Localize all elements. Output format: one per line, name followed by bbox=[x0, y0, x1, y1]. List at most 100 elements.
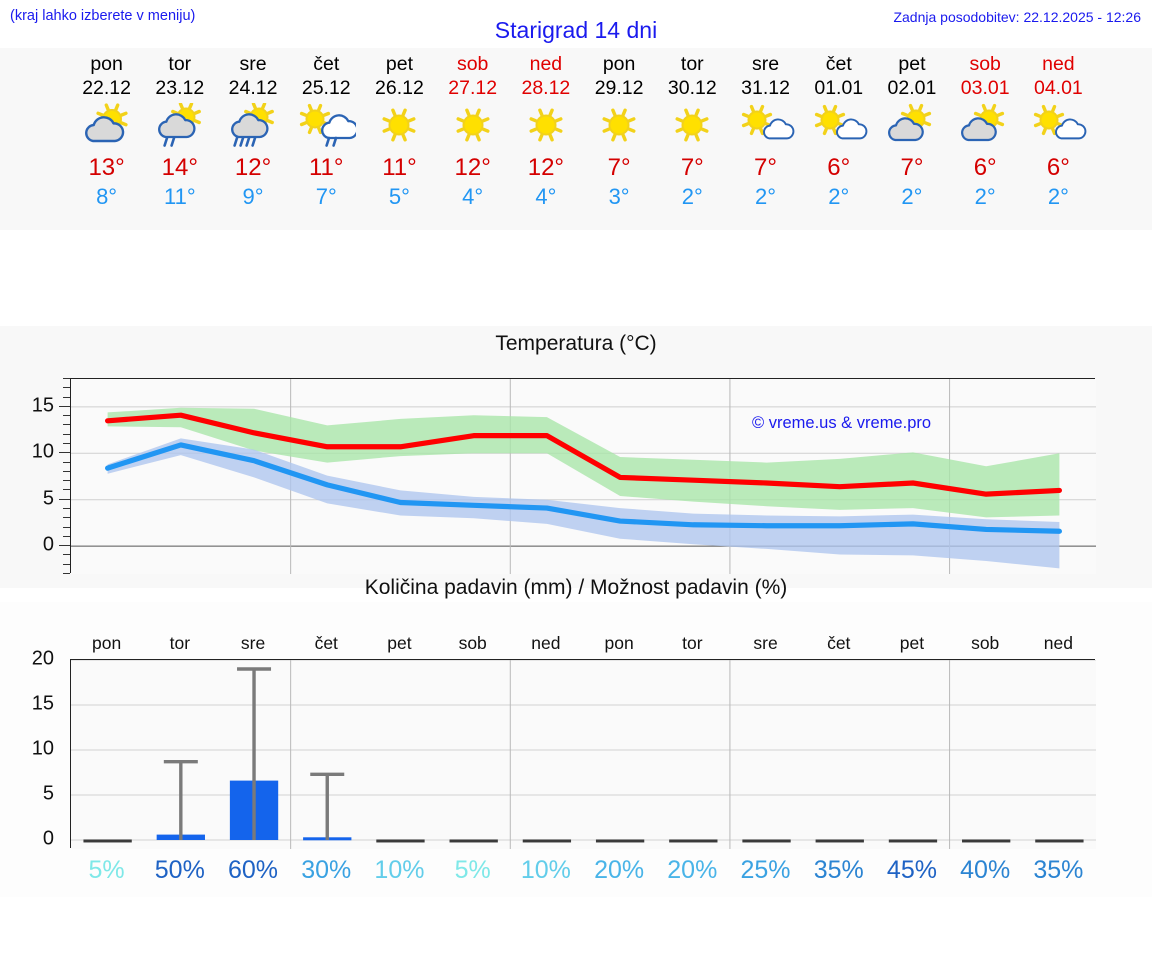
min-temperature: 9° bbox=[242, 184, 264, 209]
day-column[interactable]: ned 28.12 12° 4° bbox=[507, 48, 585, 211]
day-of-week: pet bbox=[898, 53, 926, 75]
precipitation-chart-panel: Količina padavin (mm) / Možnost padavin … bbox=[0, 576, 1152, 897]
axis-tick bbox=[63, 573, 70, 574]
page-header: (kraj lahko izberete v meniju) Starigrad… bbox=[0, 0, 1152, 48]
max-temperature: 7° bbox=[607, 154, 631, 181]
panel-divider bbox=[0, 588, 1152, 602]
axis-tick bbox=[63, 443, 70, 444]
min-temperature: 2° bbox=[755, 184, 777, 209]
axis-tick bbox=[63, 378, 70, 379]
max-temperature: 6° bbox=[827, 154, 851, 181]
day-column[interactable]: tor 30.12 7° 2° bbox=[653, 48, 731, 211]
day-column[interactable]: pet 02.01 7° 2° bbox=[873, 48, 951, 211]
day-date: 22.12 bbox=[82, 77, 131, 99]
day-column[interactable]: pon 22.12 13° 8° bbox=[68, 48, 146, 211]
precipitation-probability: 10% bbox=[374, 856, 425, 884]
spacer-region bbox=[0, 230, 1152, 326]
day-column[interactable]: tor 23.12 14° 11° bbox=[141, 48, 219, 211]
day-date: 25.12 bbox=[301, 77, 351, 99]
precipitation-day-label: tor bbox=[682, 633, 703, 653]
max-temperature: 13° bbox=[88, 154, 125, 181]
min-temperature: 4° bbox=[462, 184, 484, 209]
axis-tick bbox=[59, 498, 70, 500]
axis-tick bbox=[59, 405, 70, 407]
day-of-week: čet bbox=[313, 53, 340, 75]
precipitation-y-tick: 20 bbox=[31, 647, 54, 670]
day-date: 29.12 bbox=[594, 77, 644, 99]
axis-tick bbox=[63, 508, 70, 509]
sun-behind-cloud-icon bbox=[68, 103, 146, 151]
precipitation-y-tick: 15 bbox=[31, 692, 54, 715]
precipitation-day-label: sre bbox=[240, 633, 266, 653]
sun-small-cloud-icon bbox=[1019, 103, 1097, 151]
day-date: 02.01 bbox=[887, 77, 937, 99]
day-column[interactable]: pon 29.12 7° 3° bbox=[580, 48, 658, 211]
day-column[interactable]: sre 24.12 12° 9° bbox=[214, 48, 292, 211]
max-temperature: 14° bbox=[161, 154, 198, 181]
day-column[interactable]: pet 26.12 11° 5° bbox=[360, 48, 438, 211]
menu-hint: (kraj lahko izberete v meniju) bbox=[10, 8, 196, 24]
day-column[interactable]: čet 01.01 6° 2° bbox=[800, 48, 878, 211]
precipitation-plot-area bbox=[70, 659, 1096, 849]
min-temperature: 2° bbox=[828, 184, 850, 209]
day-date: 01.01 bbox=[814, 77, 864, 99]
axis-tick bbox=[63, 526, 70, 528]
day-of-week: sre bbox=[751, 53, 780, 75]
day-of-week: tor bbox=[168, 53, 192, 75]
copyright-label: © vreme.us & vreme.pro bbox=[752, 414, 932, 432]
axis-tick bbox=[63, 554, 70, 556]
sun-cloud-rain-icon bbox=[287, 103, 365, 151]
sun-small-cloud-icon bbox=[800, 103, 878, 151]
min-temperature: 2° bbox=[1047, 184, 1069, 209]
last-updated: Zadnja posodobitev: 22.12.2025 - 12:26 bbox=[893, 9, 1141, 25]
precipitation-day-label: pet bbox=[899, 633, 925, 653]
precipitation-probability: 5% bbox=[88, 856, 125, 884]
precipitation-probability: 40% bbox=[960, 856, 1011, 884]
precipitation-day-label: ned bbox=[531, 633, 561, 653]
precipitation-probability: 30% bbox=[301, 856, 352, 884]
max-temperature: 7° bbox=[680, 154, 704, 181]
temperature-y-tick: 5 bbox=[42, 487, 54, 510]
axis-tick bbox=[63, 517, 70, 519]
day-date: 24.12 bbox=[228, 77, 278, 99]
day-of-week: pet bbox=[385, 53, 413, 75]
sun-icon bbox=[507, 103, 585, 151]
max-temperature: 12° bbox=[234, 154, 272, 181]
day-column[interactable]: ned 04.01 6° 2° bbox=[1019, 48, 1097, 211]
min-temperature: 8° bbox=[96, 184, 118, 209]
max-temperature: 6° bbox=[1046, 154, 1070, 181]
min-temperature: 5° bbox=[388, 184, 410, 209]
precipitation-probability: 35% bbox=[1033, 856, 1084, 884]
sun-behind-cloud-heavy-rain-icon bbox=[214, 103, 292, 151]
axis-tick bbox=[63, 470, 70, 472]
day-column[interactable]: sre 31.12 7° 2° bbox=[727, 48, 805, 211]
axis-tick bbox=[63, 396, 70, 398]
max-temperature: 11° bbox=[382, 154, 417, 181]
page-title: Starigrad 14 dni bbox=[494, 17, 658, 43]
day-date: 27.12 bbox=[448, 77, 498, 99]
temperature-chart-panel: Temperatura (°C) 0 5 10 15 © vreme.us & vre… bbox=[0, 326, 1152, 588]
precipitation-day-label: tor bbox=[169, 633, 191, 653]
axis-tick bbox=[63, 461, 70, 463]
min-temperature: 2° bbox=[901, 184, 923, 209]
min-temperature: 7° bbox=[315, 184, 337, 209]
daily-forecast-strip: pon 22.12 13° 8° tor 23.12 14° 11° sre 24.12 12… bbox=[0, 48, 1152, 230]
day-of-week: sre bbox=[239, 53, 267, 75]
axis-tick bbox=[63, 489, 70, 491]
axis-tick bbox=[63, 433, 70, 435]
day-column[interactable]: sob 03.01 6° 2° bbox=[946, 48, 1024, 211]
precipitation-y-tick: 10 bbox=[31, 737, 54, 760]
precipitation-day-label: sre bbox=[753, 633, 778, 653]
precipitation-day-label: čet bbox=[827, 633, 851, 653]
max-temperature: 11° bbox=[308, 154, 344, 181]
day-column[interactable]: sob 27.12 12° 4° bbox=[434, 48, 512, 211]
day-column[interactable]: čet 25.12 11° 7° bbox=[287, 48, 365, 211]
day-of-week: ned bbox=[529, 53, 563, 75]
precipitation-day-label: sob bbox=[458, 633, 487, 653]
precipitation-probability: 20% bbox=[594, 856, 645, 884]
axis-tick bbox=[63, 387, 70, 389]
max-temperature: 12° bbox=[527, 154, 565, 181]
sun-small-cloud-icon bbox=[727, 103, 805, 151]
min-temperature: 2° bbox=[681, 184, 703, 209]
axis-tick bbox=[63, 415, 70, 417]
